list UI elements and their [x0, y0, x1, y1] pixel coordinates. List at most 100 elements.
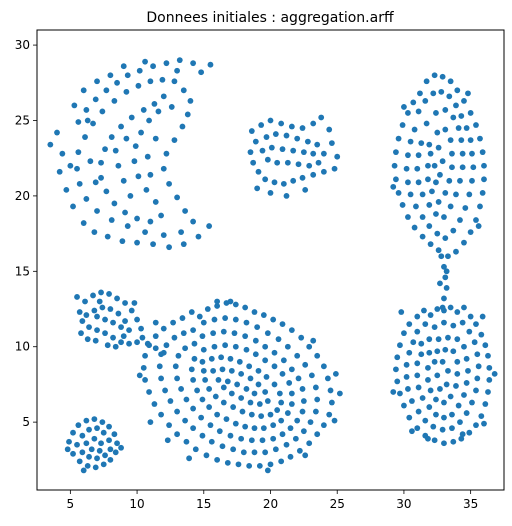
data-point: [456, 125, 462, 131]
data-point: [432, 72, 438, 78]
data-point: [305, 139, 311, 145]
data-point: [442, 127, 448, 133]
data-point: [426, 202, 432, 208]
data-point: [434, 130, 440, 136]
data-point: [406, 350, 412, 356]
y-tick-label: 20: [15, 189, 30, 203]
data-point: [200, 397, 206, 403]
x-tick-label: 10: [129, 497, 144, 511]
data-point: [410, 99, 416, 105]
data-point: [474, 375, 480, 381]
data-point: [113, 449, 119, 455]
data-point: [244, 386, 250, 392]
data-point: [180, 124, 186, 130]
data-point: [244, 320, 250, 326]
data-point: [174, 409, 180, 415]
data-point: [289, 327, 295, 333]
data-point: [94, 327, 100, 333]
data-point: [265, 330, 271, 336]
data-point: [482, 342, 488, 348]
data-point: [77, 309, 83, 315]
data-point: [424, 78, 430, 84]
data-point: [161, 166, 167, 172]
data-point: [433, 110, 439, 116]
data-point: [272, 382, 278, 388]
data-point: [285, 344, 291, 350]
data-point: [313, 409, 319, 415]
data-point: [174, 68, 180, 74]
data-point: [445, 253, 451, 259]
data-point: [313, 385, 319, 391]
data-point: [273, 446, 279, 452]
data-point: [486, 377, 492, 383]
data-point: [82, 134, 88, 140]
data-point: [289, 366, 295, 372]
data-point: [141, 365, 147, 371]
data-point: [468, 229, 474, 235]
data-point: [440, 74, 446, 80]
data-point: [480, 314, 486, 320]
chart-title: Donnees initiales : aggregation.arff: [146, 10, 394, 26]
data-point: [253, 139, 259, 145]
data-point: [264, 374, 270, 380]
y-tick-label: 5: [22, 415, 30, 429]
data-point: [466, 191, 472, 197]
data-point: [141, 107, 147, 113]
data-point: [178, 229, 184, 235]
data-point: [85, 118, 91, 124]
data-point: [242, 333, 248, 339]
data-point: [416, 109, 422, 115]
x-tick-label: 5: [67, 497, 75, 511]
data-point: [85, 463, 91, 469]
data-point: [221, 400, 227, 406]
data-point: [97, 448, 103, 454]
data-point: [253, 338, 259, 344]
data-point: [425, 163, 431, 169]
data-point: [284, 442, 290, 448]
data-point: [434, 306, 440, 312]
data-point: [160, 77, 166, 83]
data-point: [420, 214, 426, 220]
data-point: [126, 341, 132, 347]
data-point: [481, 163, 487, 169]
data-point: [414, 425, 420, 431]
data-point: [102, 330, 108, 336]
data-point: [115, 311, 121, 317]
data-point: [229, 391, 235, 397]
data-point: [425, 176, 431, 182]
data-point: [181, 330, 187, 336]
data-point: [222, 342, 228, 348]
data-point: [274, 407, 280, 413]
data-point: [314, 353, 320, 359]
data-point: [442, 190, 448, 196]
data-point: [122, 210, 128, 216]
data-point: [453, 103, 459, 109]
data-point: [438, 89, 444, 95]
data-point: [448, 394, 454, 400]
data-point: [306, 440, 312, 446]
data-point: [166, 422, 172, 428]
data-point: [213, 394, 219, 400]
data-point: [272, 350, 278, 356]
data-point: [461, 305, 467, 311]
data-point: [248, 149, 254, 155]
data-point: [432, 437, 438, 443]
data-point: [480, 149, 486, 155]
data-point: [106, 291, 112, 297]
data-point: [237, 359, 243, 365]
data-point: [193, 446, 199, 452]
data-point: [486, 365, 492, 371]
data-point: [142, 377, 148, 383]
data-point: [278, 458, 284, 464]
data-point: [248, 400, 254, 406]
data-point: [124, 136, 130, 142]
data-point: [337, 391, 343, 397]
data-point: [425, 377, 431, 383]
data-point: [118, 445, 124, 451]
data-point: [121, 178, 127, 184]
x-tick-label: 20: [263, 497, 278, 511]
data-point: [205, 306, 211, 312]
data-point: [280, 146, 286, 152]
data-point: [414, 360, 420, 366]
data-point: [256, 382, 262, 388]
